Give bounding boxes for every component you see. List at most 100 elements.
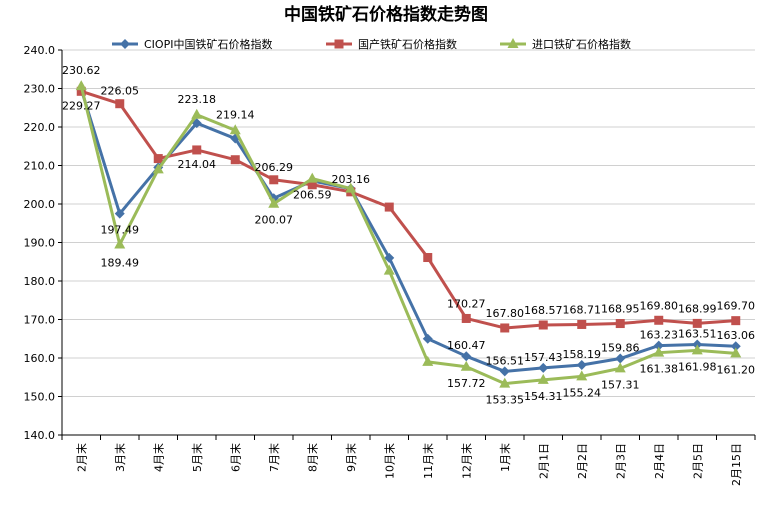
data-label: 223.18: [178, 93, 217, 106]
data-label: 206.59: [293, 189, 332, 202]
legend-item: CIOPI中国铁矿石价格指数: [112, 37, 272, 51]
data-point: [152, 163, 164, 174]
series-line: [79, 85, 736, 386]
data-point: [730, 341, 741, 352]
data-label: 161.38: [640, 363, 679, 376]
data-label: 157.43: [524, 351, 563, 364]
legend-label: 国产铁矿石价格指数: [358, 37, 457, 51]
data-point: [345, 182, 357, 193]
y-tick-label: 160.0: [24, 352, 56, 365]
data-point: [114, 238, 126, 249]
data-label: 156.51: [486, 354, 525, 367]
x-tick-label: 2月3日: [614, 443, 627, 479]
data-point: [537, 373, 549, 384]
data-point: [576, 370, 588, 381]
data-label: 161.20: [717, 363, 756, 376]
data-label: 169.80: [640, 299, 679, 312]
data-label: 157.72: [447, 377, 486, 390]
data-point: [269, 175, 279, 185]
data-point: [538, 320, 548, 330]
x-tick-label: 3月末: [113, 443, 127, 472]
data-label: 157.31: [601, 378, 640, 391]
data-point: [654, 315, 664, 325]
y-tick-label: 190.0: [24, 237, 56, 250]
data-point: [422, 355, 434, 366]
legend-item: 进口铁矿石价格指数: [500, 37, 631, 51]
data-label: 200.07: [255, 214, 294, 227]
data-label: 168.71: [563, 303, 602, 316]
data-point: [422, 333, 433, 344]
series-line: [79, 88, 736, 373]
data-point: [692, 318, 702, 328]
legend-label: CIOPI中国铁矿石价格指数: [144, 37, 272, 51]
data-point: [653, 346, 665, 357]
axes: 140.0 150.0 160.0 170.0 180.0 190.0 200.0 210.0…: [24, 44, 756, 486]
data-label: 159.86: [601, 342, 640, 355]
data-point: [114, 208, 125, 219]
data-point: [229, 124, 241, 135]
data-label: 219.14: [216, 108, 255, 121]
data-point: [461, 351, 472, 362]
y-tick-label: 140.0: [24, 429, 56, 442]
x-tick-label: 2月15日: [730, 443, 743, 486]
data-label: 158.19: [563, 348, 602, 361]
legend-label: 进口铁矿石价格指数: [532, 37, 631, 51]
legend-marker: [507, 38, 519, 48]
x-tick-label: 5月末: [190, 443, 204, 472]
data-point: [384, 202, 394, 212]
x-tick-label: 8月末: [305, 443, 319, 472]
x-tick-label: 2月5日: [691, 443, 704, 479]
data-point: [730, 347, 742, 358]
data-point: [499, 377, 511, 388]
data-point: [614, 362, 626, 373]
data-label: 161.98: [678, 360, 717, 373]
y-tick-label: 240.0: [24, 44, 56, 57]
series-3: [75, 80, 742, 388]
data-label: 226.05: [101, 85, 140, 98]
data-point: [268, 197, 280, 208]
data-label: 168.57: [524, 304, 563, 317]
y-tick-label: 170.0: [24, 314, 56, 327]
x-tick-label: 6月末: [228, 443, 242, 472]
legend: CIOPI中国铁矿石价格指数 国产铁矿石价格指数 进口铁矿石价格指数: [112, 37, 631, 51]
gridlines: [62, 49, 755, 436]
data-point: [653, 340, 664, 351]
data-point: [576, 359, 587, 370]
x-tick-label: 2月1日: [537, 443, 550, 479]
data-point: [75, 80, 87, 91]
data-label: 163.06: [717, 329, 756, 342]
data-point: [615, 319, 625, 329]
data-point: [499, 366, 510, 377]
data-label: 206.29: [255, 161, 294, 174]
data-label: 155.24: [563, 386, 602, 399]
x-tick-label: 11月末: [421, 443, 435, 479]
data-label: 153.35: [486, 394, 525, 407]
data-label: 203.16: [332, 173, 371, 186]
data-point: [461, 313, 471, 323]
x-tick-label: 12月末: [459, 443, 473, 479]
data-point: [691, 344, 703, 355]
data-point: [153, 154, 163, 164]
data-label: 154.31: [524, 390, 563, 403]
data-point: [384, 252, 395, 263]
data-point: [615, 353, 626, 364]
y-tick-label: 180.0: [24, 275, 56, 288]
data-label: 160.47: [447, 339, 486, 352]
data-label: 189.49: [101, 256, 140, 269]
y-tick-label: 150.0: [24, 391, 56, 404]
data-label: 163.23: [640, 329, 679, 342]
data-label: 214.04: [178, 158, 217, 171]
series-line: [80, 89, 736, 330]
x-tick-label: 1月末: [498, 443, 512, 472]
x-tick-label: 7月末: [267, 443, 281, 472]
data-label: 168.99: [678, 302, 717, 315]
data-point: [577, 319, 587, 329]
data-label: 230.62: [62, 64, 101, 77]
x-tick-label: 2月末: [74, 443, 88, 472]
data-label: 170.27: [447, 297, 486, 310]
legend-marker: [334, 39, 344, 49]
data-point: [500, 323, 510, 333]
data-label: 168.95: [601, 303, 640, 316]
y-tick-label: 230.0: [24, 83, 56, 96]
